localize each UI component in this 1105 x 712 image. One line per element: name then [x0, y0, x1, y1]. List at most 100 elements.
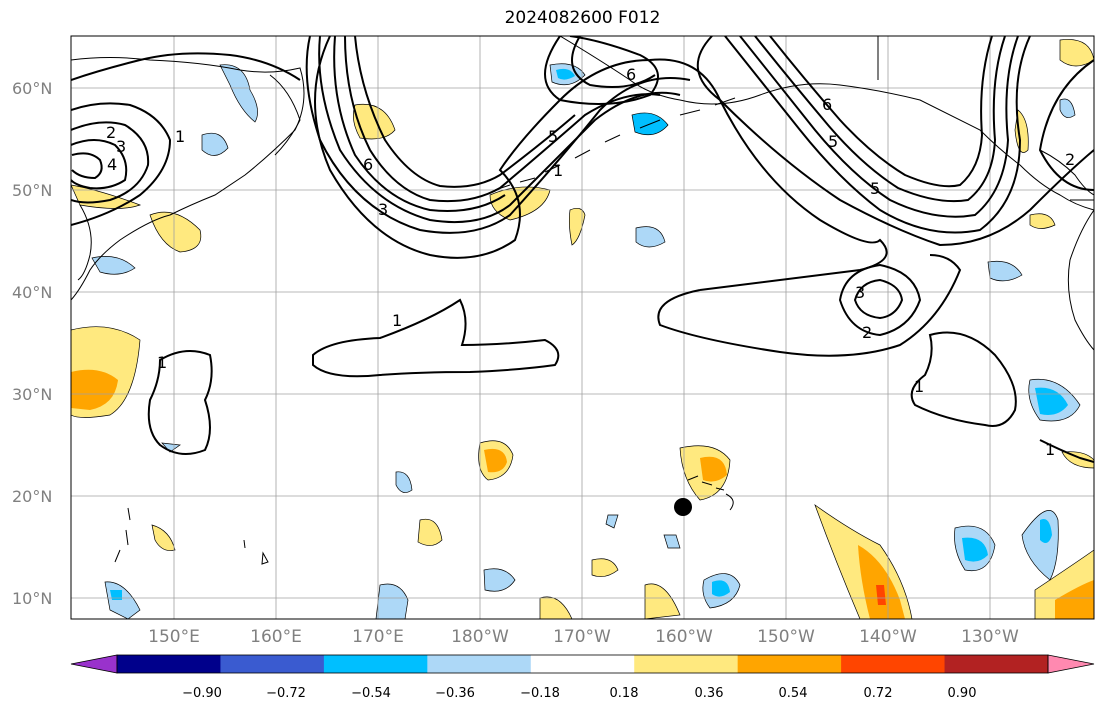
- colorbar-tick-labels: −0.90 −0.72 −0.54 −0.36 −0.18 0.18 0.36 …: [182, 686, 976, 701]
- lon-label: 150°E: [148, 627, 200, 647]
- contour-line: [71, 139, 128, 190]
- shade-patch: [1061, 451, 1094, 469]
- shade-patch: [1055, 580, 1094, 619]
- shade-patch: [417, 518, 443, 546]
- contour-line: [318, 36, 681, 224]
- coastline-hawaii: [687, 475, 734, 511]
- contour-label: 5: [870, 179, 880, 198]
- lon-label: 160°E: [250, 627, 302, 647]
- coastline-aleutians: [494, 97, 736, 191]
- lon-label: 150°W: [757, 627, 815, 647]
- colorbar-extend-low: [70, 654, 118, 674]
- contour-line: [657, 254, 962, 357]
- lon-label: 170°E: [352, 627, 404, 647]
- contour-line: [1039, 439, 1094, 463]
- colorbar-swatch: [323, 655, 428, 673]
- shade-patch: [1029, 213, 1056, 229]
- contour-line: [354, 36, 576, 188]
- contour-label: 1: [392, 311, 402, 330]
- contour-line: [544, 36, 659, 105]
- contour-label: 3: [378, 200, 388, 219]
- lon-label: 160°W: [655, 627, 713, 647]
- colorbar-tick-label: −0.90: [182, 686, 222, 701]
- shaded-fields: [71, 39, 1094, 619]
- coastline-asia: [71, 57, 305, 301]
- contour-line: [333, 36, 506, 212]
- contour-line: [147, 350, 213, 455]
- shade-patch: [858, 545, 905, 619]
- contour-line: [571, 36, 656, 88]
- lon-label: 130°W: [961, 627, 1019, 647]
- contour-line: [314, 36, 888, 291]
- contours: [71, 36, 1094, 463]
- contour-line: [344, 36, 661, 203]
- shade-patch: [110, 590, 122, 600]
- shade-patch: [987, 260, 1023, 282]
- latitude-labels: 60°N 50°N 40°N 30°N 20°N 10°N: [12, 79, 52, 608]
- contour-label: 6: [363, 155, 373, 174]
- border-line: [877, 36, 1094, 201]
- contour-label: 5: [828, 132, 838, 151]
- lon-label: 180°W: [451, 627, 509, 647]
- lat-label: 50°N: [12, 181, 52, 200]
- contour-line: [312, 298, 560, 378]
- lat-label: 10°N: [12, 589, 52, 608]
- shade-patch: [91, 256, 136, 275]
- shade-patch: [663, 534, 681, 549]
- contour-line: [724, 36, 1031, 234]
- contour-line: [71, 52, 301, 81]
- shade-patch: [375, 583, 409, 619]
- colorbar-tick-label: 0.90: [948, 686, 977, 701]
- colorbar-tick-label: −0.72: [266, 686, 306, 701]
- contour-line: [754, 36, 1006, 203]
- colorbar-tick-label: −0.54: [351, 686, 391, 701]
- contour-line: [71, 102, 172, 226]
- shade-patch: [539, 596, 573, 619]
- colorbar-tick-label: 0.36: [695, 686, 724, 701]
- contour-label: 2: [1065, 150, 1075, 169]
- shade-patch: [962, 537, 988, 562]
- shade-patch: [635, 226, 666, 248]
- contour-line: [910, 331, 1017, 427]
- colorbar-swatch: [220, 655, 325, 673]
- contour-line: [71, 152, 103, 180]
- colorbar-swatch: [427, 655, 532, 673]
- colorbar-extend-high: [1047, 654, 1095, 674]
- contour-labels: 1 2 3 4 5 6 1 1 3 2 1 1 5 6 3 1 5 6 2: [106, 65, 1075, 459]
- colorbar-swatch: [737, 655, 842, 673]
- contour-line: [696, 36, 1094, 247]
- shade-patch: [1040, 519, 1052, 544]
- colorbar-swatch: [117, 655, 221, 673]
- shade-patch: [568, 208, 586, 246]
- map-frame: [70, 35, 1095, 620]
- contour-label: 1: [157, 353, 167, 372]
- shade-patch: [484, 448, 507, 473]
- lat-label: 60°N: [12, 79, 52, 98]
- shade-patch: [395, 471, 413, 493]
- shade-patch: [149, 211, 202, 253]
- shade-patch: [605, 514, 619, 529]
- shade-patch: [104, 581, 141, 619]
- contour-label: 1: [553, 161, 563, 180]
- lon-label: 140°W: [859, 627, 917, 647]
- shade-patch: [71, 369, 118, 410]
- location-marker: [674, 498, 692, 516]
- colorbar-swatch: [530, 655, 635, 673]
- shade-patch: [1059, 98, 1076, 118]
- contour-line: [739, 36, 1019, 218]
- shade-patch: [1035, 387, 1068, 415]
- contour-line: [853, 278, 904, 320]
- contour-label: 3: [855, 283, 865, 302]
- coastline-kamchatka: [269, 74, 301, 156]
- coastlines: [71, 36, 1094, 565]
- contour-label: 6: [626, 65, 636, 84]
- map-title: 2024082600 F012: [504, 8, 661, 28]
- colorbar-tick-label: 0.18: [610, 686, 639, 701]
- colorbar: [70, 654, 1095, 674]
- shade-patch: [876, 585, 886, 605]
- coastline-bc: [1039, 149, 1094, 196]
- colorbar-tick-label: −0.36: [435, 686, 475, 701]
- contour-line: [1038, 59, 1094, 191]
- contour-label: 6: [822, 95, 832, 114]
- shade-patch: [219, 64, 258, 123]
